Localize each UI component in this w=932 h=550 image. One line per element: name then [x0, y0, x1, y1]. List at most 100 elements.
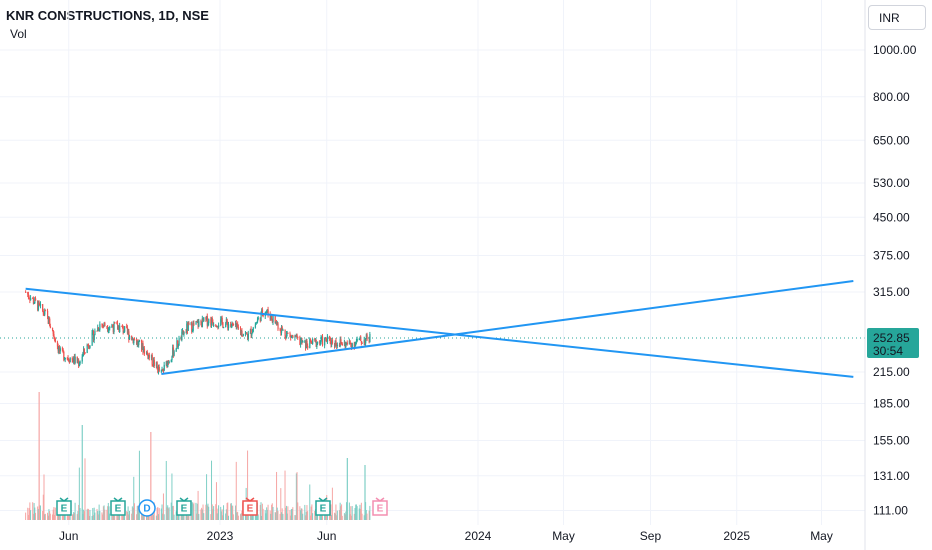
time-tick-label: Jun [317, 529, 336, 543]
price-tick-label: 155.00 [873, 434, 910, 448]
volume-bar [172, 505, 174, 520]
candle-body [276, 323, 278, 325]
candle-body [53, 334, 55, 337]
earnings-marker: D [138, 499, 156, 517]
volume-bar [187, 515, 189, 520]
price-tick-label: 185.00 [873, 396, 910, 410]
volume-bar [260, 502, 262, 520]
candle-body [25, 292, 27, 293]
volume-bar [114, 515, 116, 520]
volume-bar [241, 510, 243, 520]
candle-body [27, 292, 29, 295]
volume-bar [296, 472, 298, 520]
candle-body [338, 344, 341, 347]
volume-bar [334, 512, 336, 520]
volume-bar [88, 509, 90, 520]
candle-body [112, 325, 114, 328]
candle-body [192, 323, 194, 331]
candle-body [280, 330, 282, 333]
candle-body [57, 346, 59, 352]
volume-bar [206, 474, 208, 520]
volume-bar [198, 513, 200, 520]
candle-body [121, 325, 123, 327]
candle-body [242, 334, 245, 336]
candle-body [216, 326, 218, 328]
candle-body [39, 304, 42, 306]
currency-button[interactable]: INR [868, 5, 926, 30]
candle-body [129, 335, 131, 340]
volume-bar [306, 505, 308, 520]
candle-body [311, 342, 313, 344]
price-tick-label: 315.00 [873, 285, 910, 299]
candle-body [282, 329, 284, 331]
candle-body [314, 339, 317, 341]
volume-bar [305, 515, 307, 520]
candle-body [106, 326, 108, 328]
candle-body [284, 329, 286, 336]
candle-body [143, 348, 145, 353]
candle-body [348, 340, 351, 345]
volume-bar [286, 513, 288, 520]
earnings-marker: E [110, 497, 126, 516]
volume-bar [136, 506, 138, 520]
volume-bar [270, 513, 272, 520]
volume-bar [262, 508, 264, 520]
volume-bar [171, 473, 173, 520]
volume-bar [287, 506, 289, 520]
price-tick-label: 1000.00 [873, 43, 917, 57]
candle-body [353, 343, 356, 347]
volume-indicator-label[interactable]: Vol [10, 27, 27, 41]
candle-body [43, 313, 45, 315]
last-price-value: 252.85 [873, 331, 910, 345]
volume-bar [230, 503, 232, 520]
price-tick-label: 800.00 [873, 90, 910, 104]
volume-bar [348, 502, 350, 520]
volume-bar [285, 507, 287, 520]
volume-bar [335, 504, 337, 520]
candle-body [67, 357, 69, 360]
volume-bar [162, 513, 164, 520]
time-tick-label: May [552, 529, 575, 543]
candle-body [319, 341, 321, 343]
volume-bar [116, 515, 118, 520]
time-tick-label: 2024 [465, 529, 492, 543]
candle-body [223, 327, 225, 329]
candle-body [76, 356, 78, 363]
volume-bar [155, 515, 157, 520]
volume-bar [104, 509, 106, 520]
volume-bar [339, 502, 341, 520]
candle-body [299, 336, 301, 345]
candle-body [157, 366, 159, 373]
candle-body [340, 339, 342, 343]
volume-bar [341, 515, 343, 520]
volume-bar [83, 509, 85, 520]
candle-body [119, 325, 121, 333]
volume-bar [358, 508, 360, 520]
volume-bar [217, 508, 219, 520]
volume-bar [240, 513, 242, 520]
earnings-marker: E [315, 497, 331, 516]
volume-bar [133, 476, 135, 520]
candle-body [360, 341, 363, 344]
volume-bar [51, 514, 53, 520]
volume-bar [205, 504, 207, 520]
volume-bar [280, 488, 282, 520]
candle-body [172, 347, 174, 358]
candle-body [71, 358, 73, 360]
volume-bar [193, 502, 195, 520]
candle-body [316, 343, 318, 347]
volume-bar [38, 392, 40, 520]
candle-body [181, 331, 183, 341]
candle-body [87, 345, 89, 347]
volume-bar [170, 502, 172, 520]
volume-bar [27, 514, 29, 520]
candle-body [334, 340, 336, 347]
candle-body [290, 334, 292, 338]
volume-bar [279, 513, 281, 520]
candle-body [280, 327, 283, 333]
candle-body [330, 343, 332, 345]
candle-body [156, 362, 158, 367]
volume-bar [203, 513, 205, 520]
candle-body [47, 310, 49, 317]
